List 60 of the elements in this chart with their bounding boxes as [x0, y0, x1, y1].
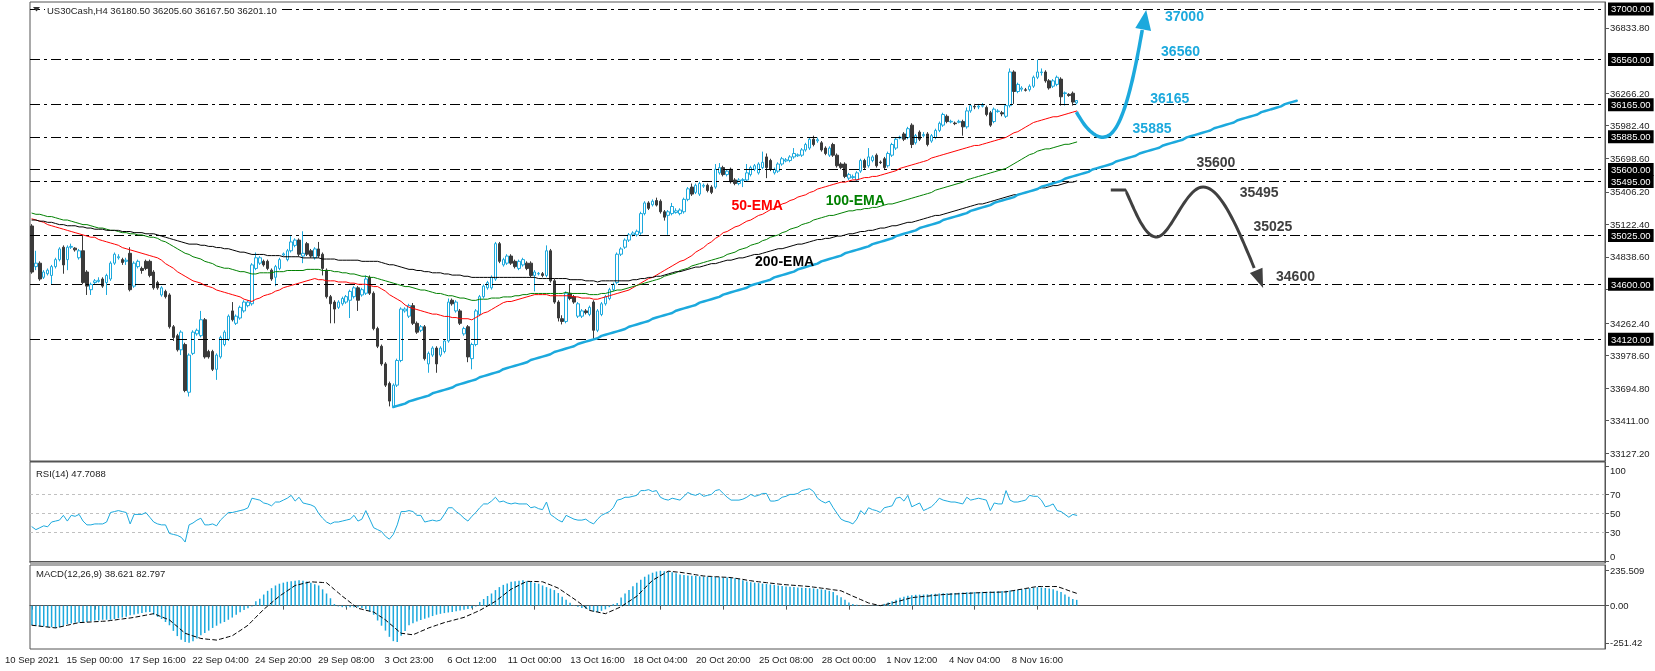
y-tick-label: 36833.80 — [1610, 22, 1650, 34]
y-tick-label: 33978.60 — [1610, 350, 1650, 362]
x-tick-label: 10 Sep 2021 — [5, 653, 59, 665]
y-tick-label: -251.42 — [1610, 637, 1643, 649]
text: RSI(14) 47.7088 — [36, 467, 106, 479]
y-tick-label: 34838.60 — [1610, 251, 1650, 263]
y-tick-label: 0.00 — [1610, 600, 1629, 612]
ref-line-label: 34120.00 — [1611, 333, 1651, 345]
ref-line-label: 36165.00 — [1611, 99, 1651, 111]
y-tick-label: 235.509 — [1610, 565, 1645, 577]
series-label: 200-EMA — [755, 253, 815, 269]
x-tick-label: 1 Nov 12:00 — [886, 653, 938, 665]
y-tick-label: 30 — [1610, 527, 1621, 539]
ref-line-label: 34600.00 — [1611, 278, 1651, 290]
series-label: 100-EMA — [825, 192, 885, 208]
x-tick-label: 24 Sep 20:00 — [255, 653, 312, 665]
x-tick-label: 25 Oct 08:00 — [758, 653, 814, 665]
ref-line-label: 35600.00 — [1611, 164, 1651, 176]
x-tick-label: 8 Nov 16:00 — [1011, 653, 1064, 665]
x-tick-label: 15 Sep 00:00 — [66, 653, 124, 665]
x-tick-label: 28 Oct 00:00 — [821, 653, 877, 665]
x-tick-label: 29 Sep 08:00 — [317, 653, 375, 665]
annotation: 36560 — [1161, 42, 1201, 59]
annotation: 37000 — [1165, 8, 1205, 25]
y-tick-label: 34262.40 — [1610, 317, 1650, 329]
ref-line-label: 35025.00 — [1611, 230, 1651, 242]
x-tick-label: 6 Oct 12:00 — [447, 653, 497, 665]
x-tick-label: 22 Sep 04:00 — [192, 653, 249, 665]
annotation: 35885 — [1132, 120, 1172, 137]
y-tick-label: 33127.20 — [1610, 447, 1650, 459]
annotation: 35600 — [1196, 153, 1236, 170]
x-tick-label: 18 Oct 04:00 — [633, 653, 688, 665]
y-tick-label: 35982.40 — [1610, 120, 1650, 132]
y-tick-label: 36266.20 — [1610, 87, 1650, 99]
y-tick-label: 33694.80 — [1610, 382, 1650, 394]
x-tick-label: 17 Sep 16:00 — [129, 653, 186, 665]
chart-title: MACD(12,26,9) 38.621 82.797 — [36, 567, 166, 579]
ref-line-label: 36560.00 — [1611, 53, 1651, 65]
y-tick-label: 33411.00 — [1610, 415, 1649, 427]
y-tick-label: 35698.60 — [1610, 152, 1650, 164]
x-tick-label: 20 Oct 20:00 — [696, 653, 751, 665]
y-tick-label: 70 — [1610, 488, 1621, 500]
annotation: 35495 — [1239, 183, 1279, 200]
ref-line-label: 37000.00 — [1611, 3, 1651, 15]
chart-title: US30Cash,H4 36180.50 36205.60 36167.50 36201.10 — [47, 4, 277, 16]
y-tick-label: 35122.40 — [1610, 218, 1650, 230]
annotation: 35025 — [1253, 218, 1293, 235]
annotation: 34600 — [1276, 267, 1316, 284]
ref-line-label: 35495.00 — [1611, 176, 1651, 188]
ref-line-label: 35885.00 — [1611, 131, 1651, 143]
x-tick-label: 3 Oct 23:00 — [384, 653, 434, 665]
y-tick-label: 100 — [1610, 465, 1626, 477]
annotation: 36165 — [1150, 89, 1190, 106]
y-tick-label: 50 — [1610, 507, 1621, 519]
x-tick-label: 4 Nov 04:00 — [948, 653, 1001, 665]
y-tick-label: 35406.20 — [1610, 186, 1650, 198]
x-tick-label: 13 Oct 16:00 — [570, 653, 625, 665]
series-label: 50-EMA — [731, 197, 783, 213]
y-tick-label: 0 — [1610, 550, 1616, 562]
x-tick-label: 11 Oct 00:00 — [507, 653, 562, 665]
